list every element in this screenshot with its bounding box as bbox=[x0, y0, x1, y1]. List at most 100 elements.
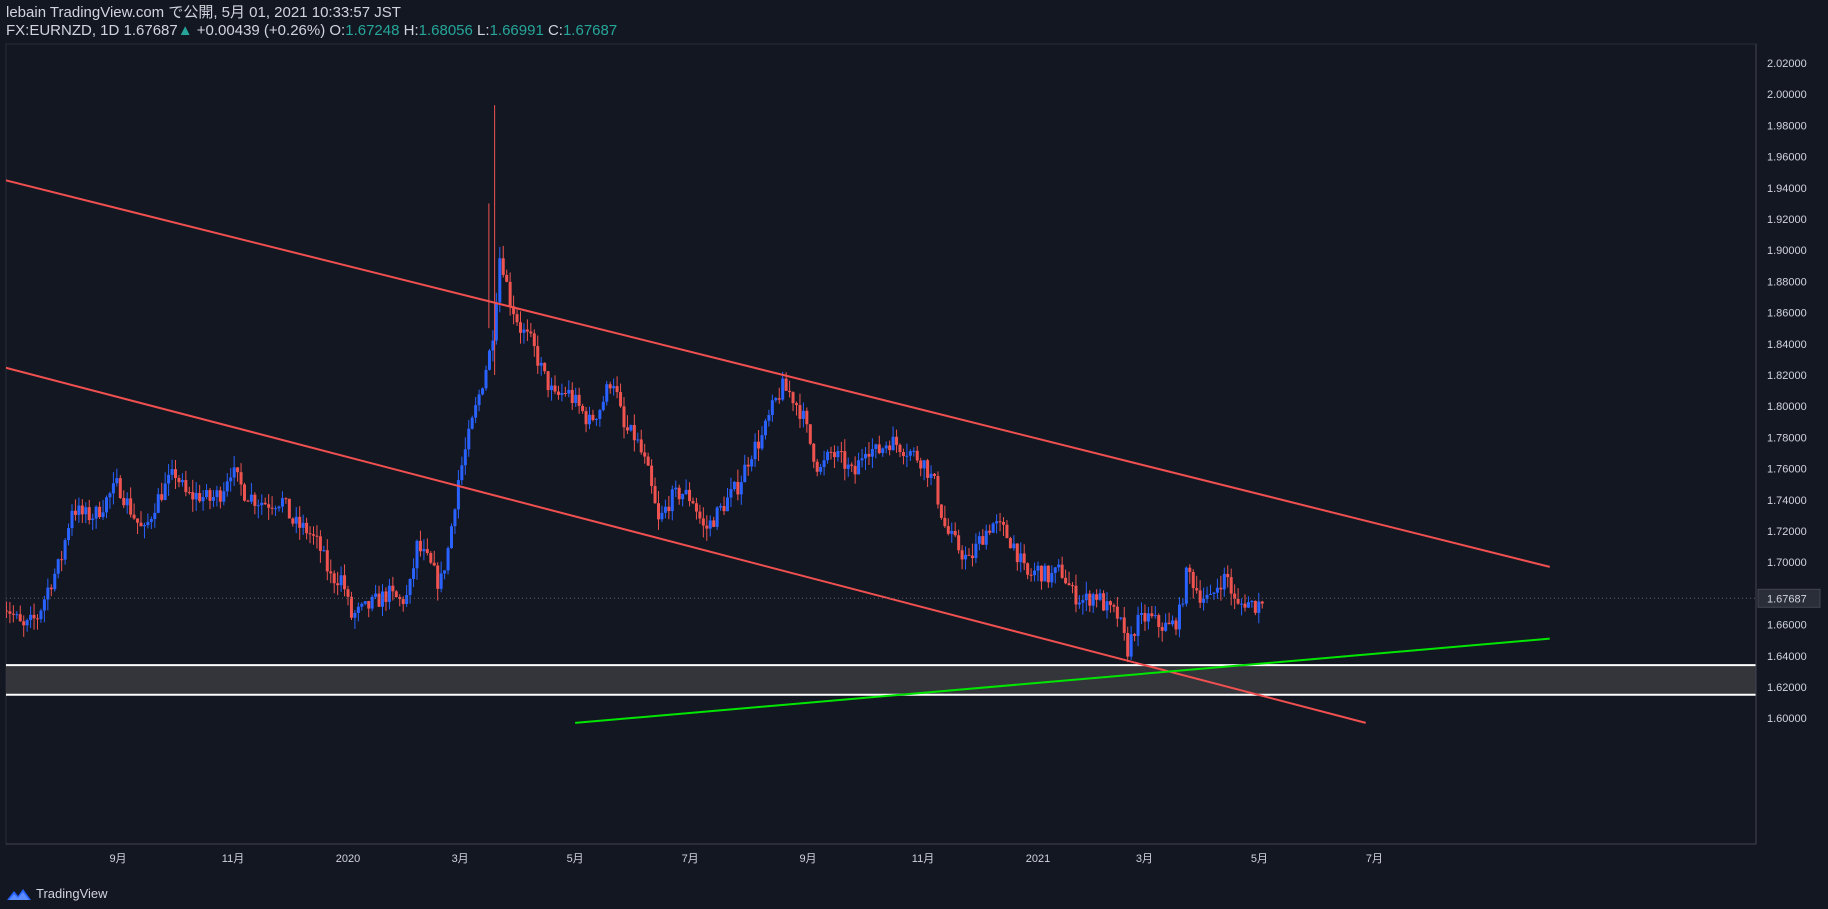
candle-body bbox=[260, 502, 264, 506]
candle-body bbox=[788, 390, 792, 393]
candle-body bbox=[367, 601, 371, 609]
time-tick-label: 5月 bbox=[1251, 853, 1268, 865]
candle-body bbox=[750, 459, 754, 467]
candle-body bbox=[543, 362, 547, 372]
candle-body bbox=[39, 610, 43, 620]
candle-body bbox=[298, 516, 302, 528]
candle-body bbox=[774, 398, 778, 401]
candle-body bbox=[132, 514, 136, 519]
candle-body bbox=[167, 474, 171, 484]
candle-body bbox=[1153, 615, 1157, 617]
candle-body bbox=[360, 603, 364, 607]
high-label: H: bbox=[403, 22, 419, 39]
candle-body bbox=[1188, 567, 1192, 573]
candle-body bbox=[522, 329, 526, 333]
candle-body bbox=[867, 453, 871, 457]
candle-body bbox=[612, 386, 616, 389]
candle-body bbox=[467, 428, 471, 450]
time-tick-label: 3月 bbox=[1136, 853, 1153, 865]
symbol-label[interactable]: FX:EURNZD, 1D bbox=[6, 22, 120, 39]
candle-body bbox=[901, 452, 905, 457]
candle-body bbox=[1157, 615, 1161, 627]
candle-body bbox=[498, 258, 502, 303]
candle-body bbox=[412, 568, 416, 579]
candle-body bbox=[1071, 585, 1074, 587]
candle-body bbox=[912, 450, 916, 452]
plot-layer bbox=[0, 105, 1756, 724]
support-zone[interactable] bbox=[6, 665, 1756, 695]
candle-body bbox=[294, 516, 298, 524]
candle-body bbox=[567, 389, 571, 394]
candle-body bbox=[1091, 594, 1095, 606]
candle-body bbox=[1219, 587, 1223, 590]
candle-body bbox=[970, 555, 974, 559]
candle-body bbox=[201, 497, 205, 502]
candle-body bbox=[6, 610, 8, 612]
candle-body bbox=[18, 614, 22, 622]
candle-body bbox=[125, 498, 129, 506]
candle-body bbox=[1209, 593, 1212, 595]
support-line[interactable] bbox=[575, 637, 1550, 724]
candle-body bbox=[494, 302, 498, 341]
candle-body bbox=[170, 469, 174, 475]
candle-body bbox=[532, 333, 536, 347]
candle-body bbox=[370, 596, 374, 609]
candle-body bbox=[891, 436, 895, 451]
time-tick-label: 2021 bbox=[1026, 853, 1050, 865]
candle-body bbox=[874, 444, 878, 449]
price-tick-label: 1.84000 bbox=[1767, 339, 1807, 351]
candle-body bbox=[974, 543, 978, 559]
candle-body bbox=[977, 536, 981, 544]
candle-body bbox=[184, 480, 188, 493]
time-tick-label: 11月 bbox=[222, 853, 244, 865]
candle-body bbox=[1022, 553, 1026, 564]
candle-body bbox=[519, 322, 522, 333]
candle-body bbox=[405, 595, 409, 604]
last-price-tag-bg bbox=[1757, 588, 1821, 608]
candle-body bbox=[639, 439, 643, 453]
price-tick-label: 1.74000 bbox=[1767, 495, 1807, 507]
candle-body bbox=[829, 451, 833, 453]
candle-body bbox=[1233, 593, 1237, 599]
candle-body bbox=[846, 464, 850, 469]
candle-body bbox=[560, 393, 564, 395]
candle-body bbox=[653, 486, 657, 504]
footer-brand[interactable]: TradingView bbox=[6, 886, 108, 901]
candle-body bbox=[501, 258, 505, 275]
candle-body bbox=[456, 480, 460, 510]
price-change: +0.00439 (+0.26%) bbox=[196, 22, 326, 39]
low-value: 1.66991 bbox=[489, 22, 544, 39]
candle-body bbox=[905, 455, 909, 457]
candle-body bbox=[1077, 602, 1081, 605]
candle-body bbox=[1043, 565, 1047, 582]
candle-body bbox=[105, 497, 108, 513]
candle-body bbox=[798, 405, 802, 419]
lower-channel-line[interactable] bbox=[0, 363, 1367, 724]
candle-body bbox=[408, 578, 412, 596]
time-axis[interactable]: 9月 11月 2020 3月 5月 7月 9月 11月 2021 3月 5月 7月 bbox=[109, 853, 1383, 865]
candle-body bbox=[919, 460, 923, 469]
time-tick-label: 9月 bbox=[109, 853, 126, 865]
candle-body bbox=[194, 492, 198, 500]
candle-body bbox=[49, 587, 53, 590]
candle-body bbox=[384, 591, 388, 602]
candle-body bbox=[864, 453, 867, 459]
candle-body bbox=[63, 540, 67, 560]
candles-group bbox=[6, 105, 1264, 663]
price-tick-label: 2.02000 bbox=[1767, 58, 1807, 70]
candle-body bbox=[1150, 613, 1154, 617]
price-axis[interactable]: 1.600001.620001.640001.660001.680001.700… bbox=[1757, 58, 1821, 725]
candle-body bbox=[705, 525, 709, 529]
candle-body bbox=[1160, 626, 1164, 631]
close-value: 1.67687 bbox=[562, 22, 618, 39]
candle-body bbox=[926, 460, 930, 478]
upper-channel-line[interactable] bbox=[0, 175, 1550, 568]
candle-body bbox=[770, 400, 774, 415]
candle-body bbox=[1136, 614, 1140, 636]
candle-body bbox=[401, 599, 405, 604]
candle-body bbox=[363, 601, 367, 604]
candle-body bbox=[743, 464, 747, 483]
candle-body bbox=[180, 480, 184, 483]
candle-body bbox=[1184, 567, 1188, 604]
